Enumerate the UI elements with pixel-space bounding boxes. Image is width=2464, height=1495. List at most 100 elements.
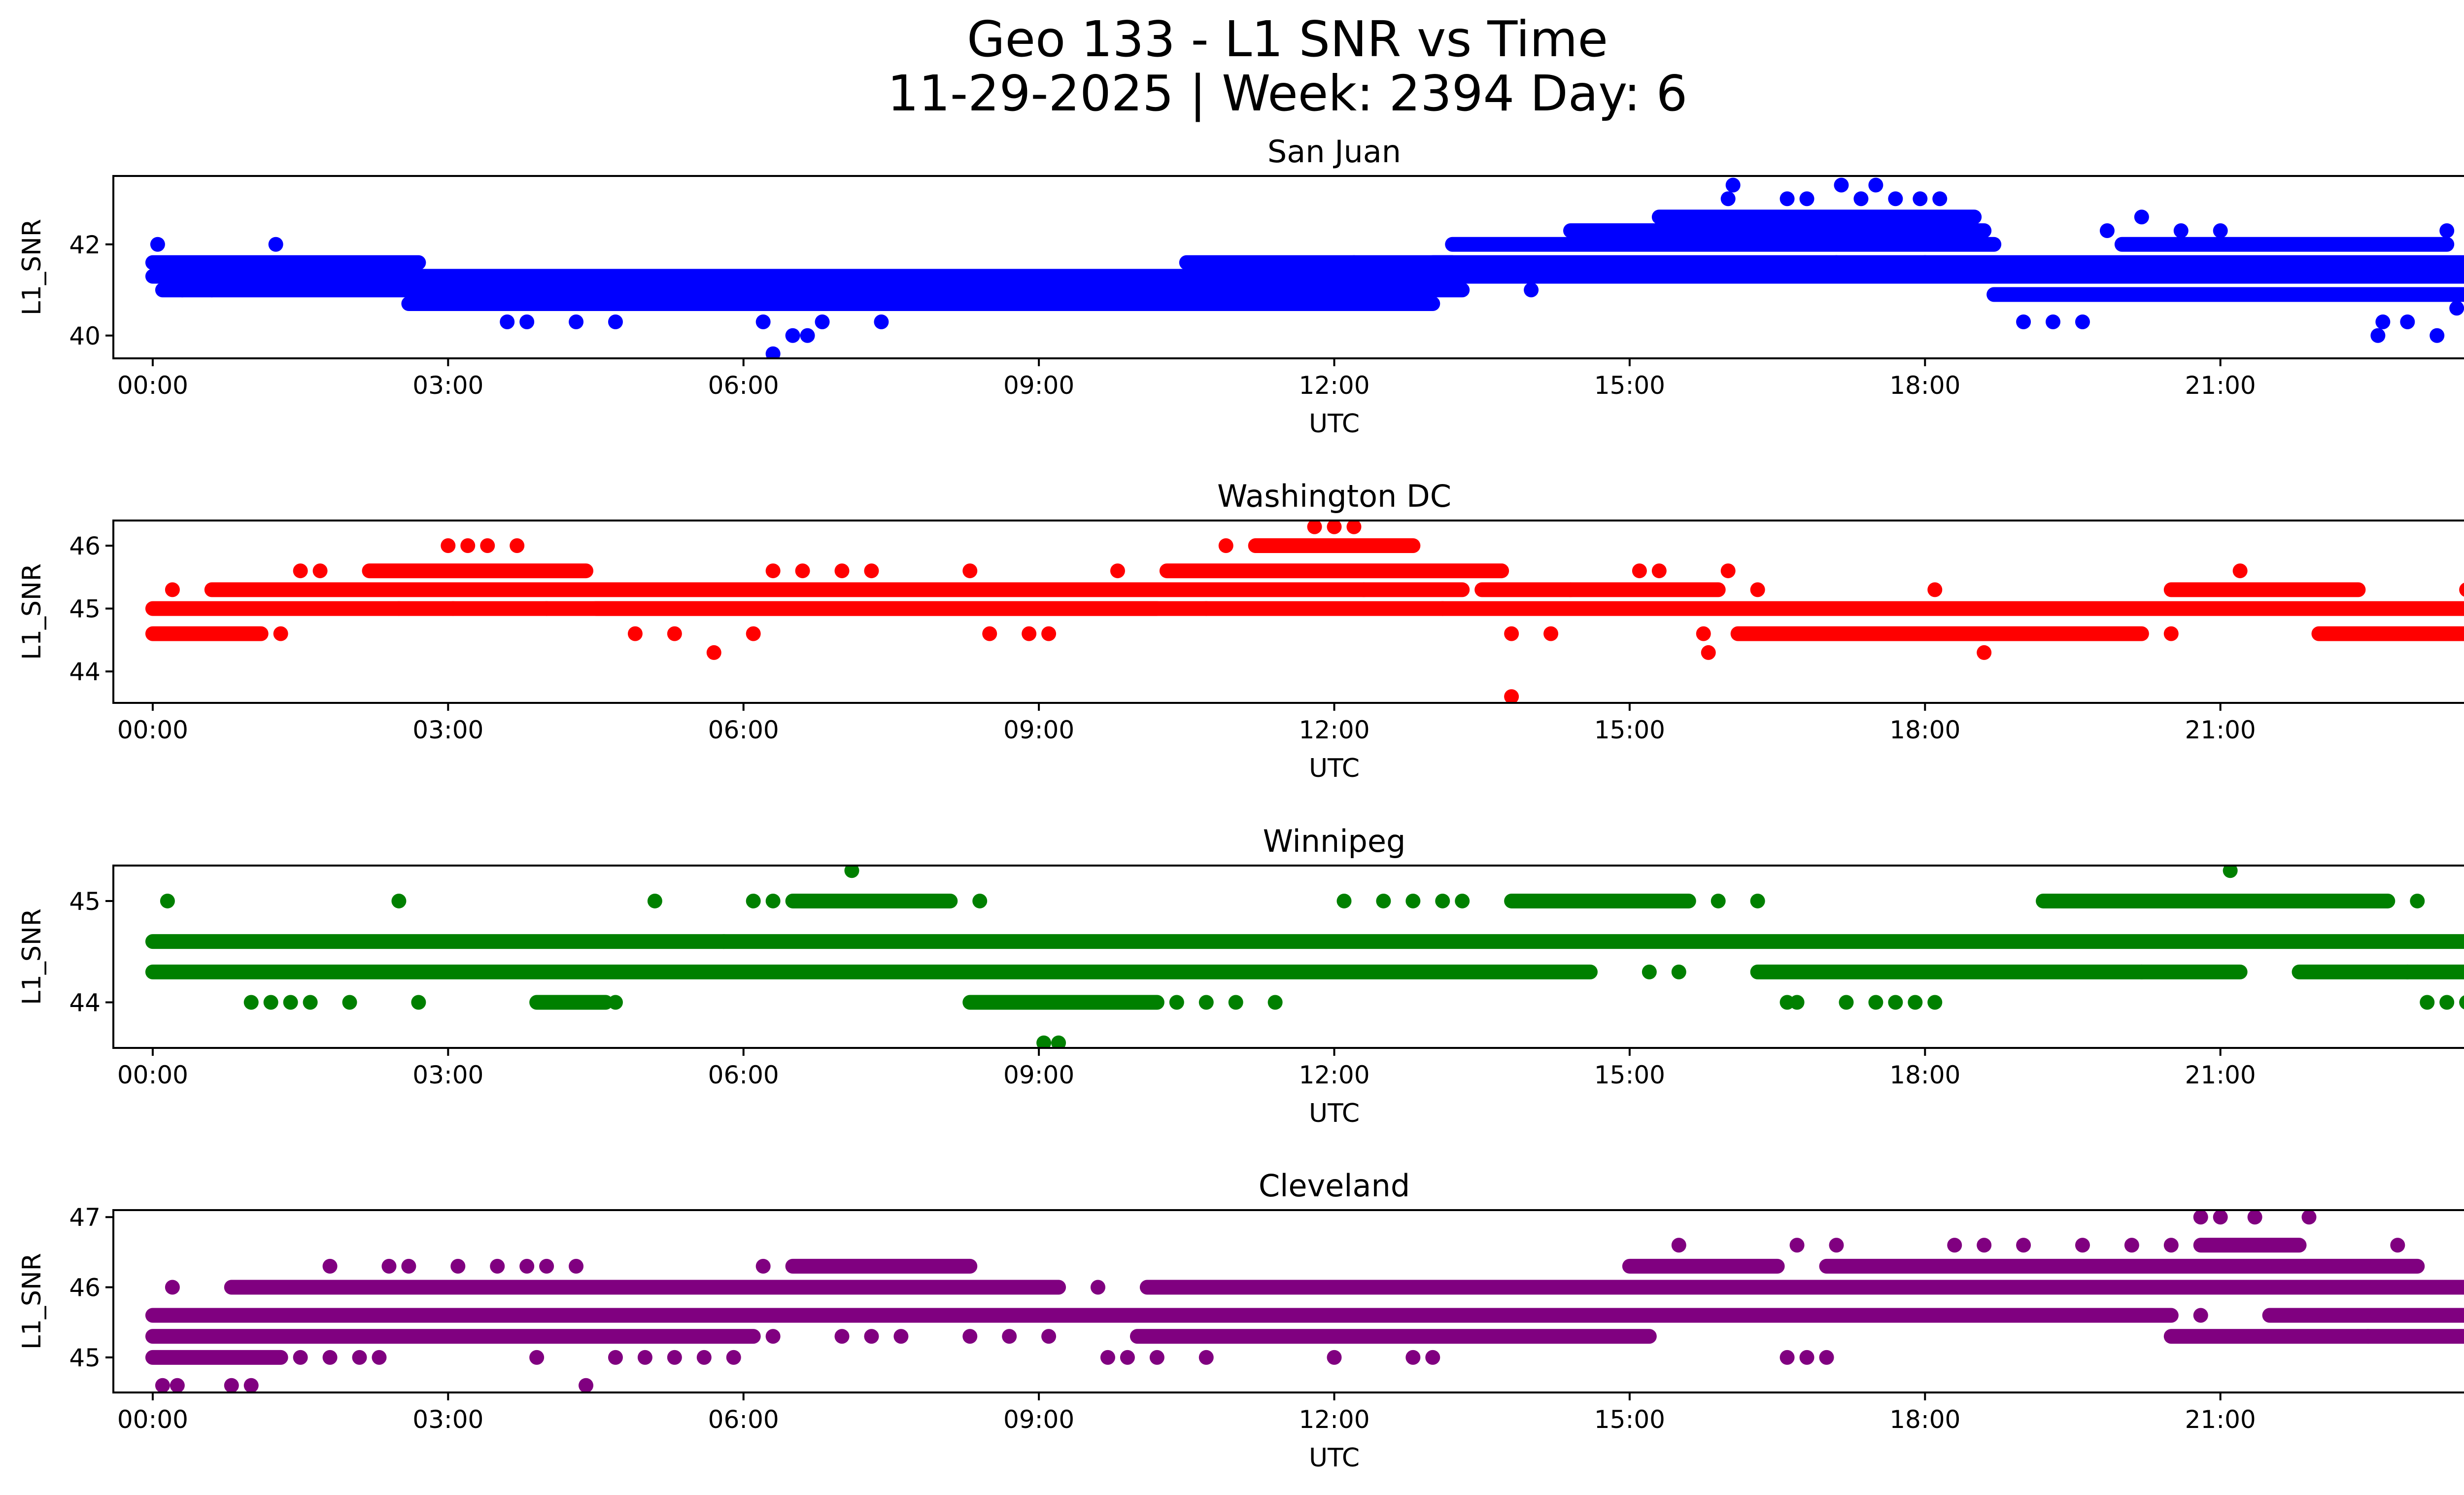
- data-point: [1041, 626, 1057, 641]
- data-point: [2075, 314, 2090, 329]
- data-point: [2247, 1210, 2262, 1225]
- data-point: [1720, 563, 1736, 579]
- data-point: [1563, 582, 1578, 597]
- data-band: [529, 995, 613, 1010]
- x-axis-label: UTC: [1309, 754, 1360, 783]
- data-point: [864, 563, 879, 579]
- data-point: [1834, 177, 1849, 193]
- data-point: [2046, 314, 2061, 329]
- data-point: [1977, 645, 1992, 660]
- data-band: [2292, 964, 2464, 979]
- data-point: [342, 995, 357, 1010]
- data-point: [2375, 314, 2391, 329]
- data-point: [1405, 893, 1421, 908]
- data-point: [2163, 1238, 2179, 1253]
- y-axis-label: L1_SNR: [17, 219, 47, 315]
- data-point: [2420, 995, 2435, 1010]
- data-point: [293, 563, 308, 579]
- data-point: [569, 314, 584, 329]
- data-point: [1720, 191, 1736, 207]
- data-point: [1977, 1238, 1992, 1253]
- data-point: [1913, 191, 1928, 207]
- y-axis-label: L1_SNR: [17, 563, 47, 660]
- figure-title-line1: Geo 133 - L1 SNR vs Time: [967, 10, 1608, 68]
- data-band: [145, 1329, 761, 1344]
- data-band: [1819, 1258, 2425, 1274]
- x-tick-label: 15:00: [1594, 1061, 1665, 1089]
- data-band: [1425, 255, 2464, 270]
- data-point: [2134, 964, 2149, 979]
- data-markers: [145, 866, 2464, 1048]
- data-point: [1149, 1350, 1164, 1365]
- data-point: [273, 626, 288, 641]
- data-band: [962, 995, 1164, 1010]
- data-point: [2370, 328, 2386, 343]
- x-tick-label: 09:00: [1003, 371, 1074, 400]
- x-tick-label: 15:00: [1594, 1405, 1665, 1434]
- x-tick-label: 21:00: [2185, 1405, 2256, 1434]
- data-point: [539, 601, 554, 616]
- data-point: [1947, 1238, 1962, 1253]
- data-point: [2016, 314, 2031, 329]
- data-point: [627, 626, 643, 641]
- data-point: [1927, 995, 1943, 1010]
- data-point: [1051, 1035, 1066, 1048]
- x-tick-label: 06:00: [708, 716, 779, 744]
- data-point: [785, 328, 800, 343]
- data-point: [1868, 995, 1883, 1010]
- data-band: [1445, 237, 2002, 252]
- data-point: [647, 893, 662, 908]
- subplot-winnipeg: Winnipeg 00:00 03:00 06:00 09:00 12:00 15:00 18…: [17, 823, 2464, 1128]
- data-point: [2173, 223, 2189, 238]
- data-point: [391, 601, 407, 616]
- x-tick-label: 18:00: [1889, 371, 1960, 400]
- data-band: [2036, 893, 2396, 908]
- data-point: [2439, 223, 2455, 238]
- data-point: [1819, 1350, 1834, 1365]
- data-band: [1159, 563, 1509, 579]
- data-point: [519, 314, 535, 329]
- x-tick-label: 21:00: [2185, 1061, 2256, 1089]
- y-tick-label: 46: [69, 532, 101, 560]
- data-band: [145, 1350, 288, 1365]
- axes-frame: [112, 865, 2464, 1049]
- data-point: [2449, 301, 2464, 316]
- data-point: [1022, 626, 1037, 641]
- data-point: [322, 1350, 338, 1365]
- data-band: [785, 1258, 978, 1274]
- data-point: [1198, 601, 1214, 616]
- data-band: [145, 964, 1598, 979]
- data-point: [1041, 1329, 1057, 1344]
- data-point: [539, 1258, 554, 1274]
- data-point: [1711, 893, 1726, 908]
- data-point: [1356, 582, 1371, 597]
- y-axis-label: L1_SNR: [17, 1253, 47, 1350]
- data-point: [2390, 1238, 2405, 1253]
- data-point: [1927, 582, 1943, 597]
- data-band: [2193, 1238, 2307, 1253]
- data-band: [145, 255, 426, 270]
- y-tick-label: 46: [69, 1274, 101, 1302]
- data-point: [2193, 1308, 2208, 1323]
- data-markers: [145, 1210, 2464, 1392]
- data-point: [1228, 995, 1243, 1010]
- data-point: [1868, 1280, 1883, 1295]
- data-point: [579, 1378, 594, 1392]
- data-point: [2213, 223, 2228, 238]
- data-point: [1908, 995, 1923, 1010]
- data-band: [2311, 626, 2464, 641]
- data-band: [785, 893, 958, 908]
- data-point: [1750, 893, 1765, 908]
- y-tick-label: 44: [69, 989, 101, 1017]
- y-tick-label: 45: [69, 887, 101, 916]
- data-point: [608, 1350, 623, 1365]
- data-point: [765, 893, 781, 908]
- data-point: [1543, 626, 1559, 641]
- data-point: [150, 237, 165, 252]
- data-point: [893, 1329, 909, 1344]
- data-point: [293, 1350, 308, 1365]
- y-tick-label: 42: [69, 231, 101, 259]
- x-tick-label: 18:00: [1889, 716, 1960, 744]
- data-band: [145, 626, 269, 641]
